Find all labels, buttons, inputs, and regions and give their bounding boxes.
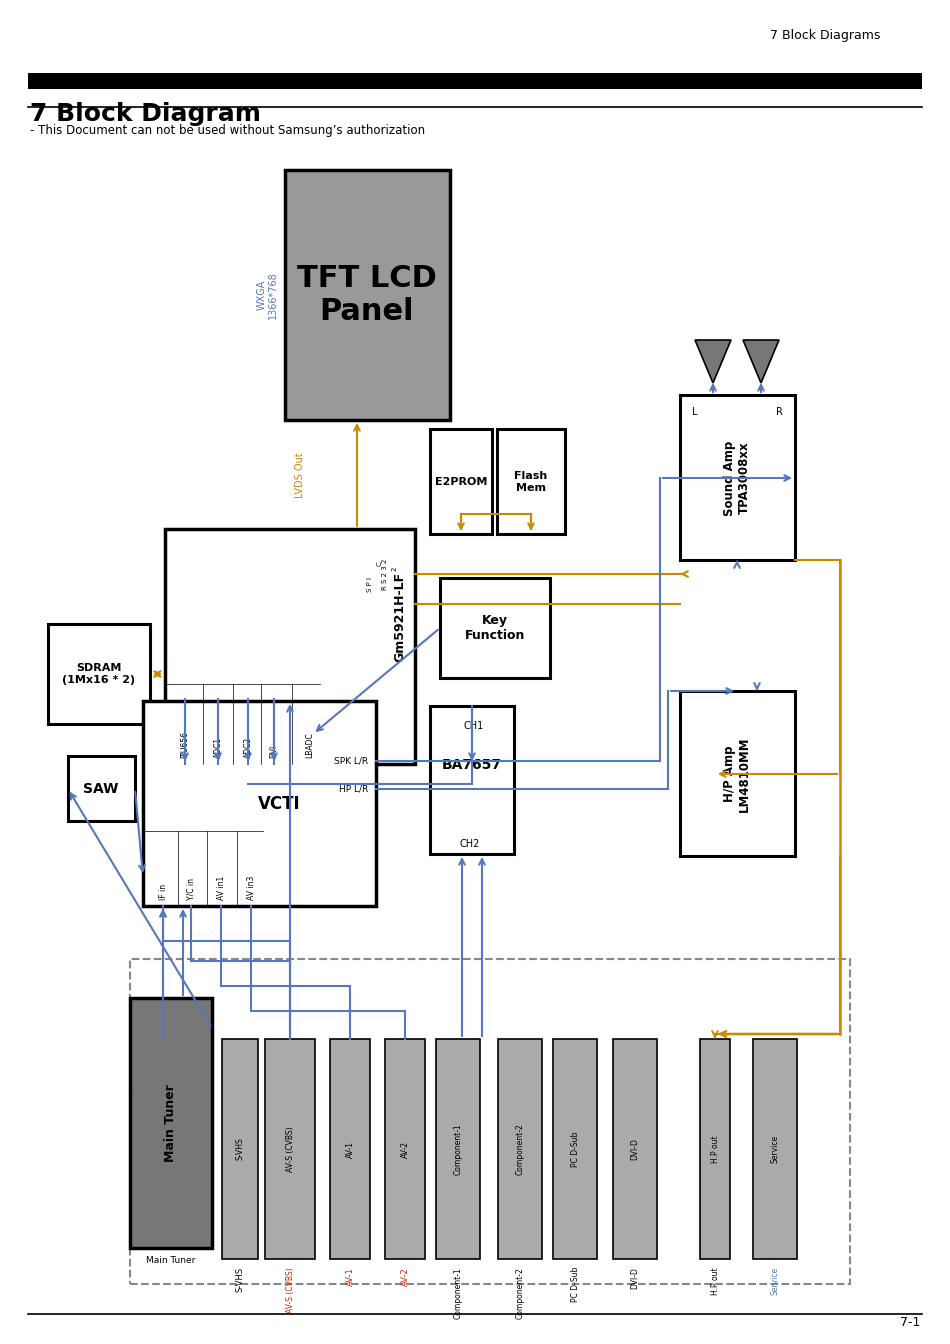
Bar [130, 960, 850, 1284]
Text: H.P out: H.P out [711, 1267, 719, 1294]
Text: VCTI: VCTI [257, 796, 300, 813]
Text: PC D-Sub: PC D-Sub [571, 1267, 579, 1302]
Text: H/P Amp
LM4810MM: H/P Amp LM4810MM [723, 737, 751, 812]
Text: PC D-Sub: PC D-Sub [571, 1132, 579, 1167]
Text: R S 2 3 2: R S 2 3 2 [382, 558, 388, 590]
Polygon shape [695, 340, 731, 383]
Text: BA7657: BA7657 [442, 758, 502, 771]
Text: R: R [776, 407, 783, 417]
Text: CH1: CH1 [464, 720, 484, 731]
Text: Main Tuner: Main Tuner [164, 1085, 178, 1163]
Text: DVI-D: DVI-D [631, 1138, 639, 1160]
Bar [680, 691, 795, 856]
Bar [430, 706, 514, 853]
Bar [680, 395, 795, 560]
Text: Service: Service [770, 1267, 780, 1296]
Text: C: C [377, 562, 383, 566]
Text: L: L [692, 407, 697, 417]
Text: AV-S (CVBS): AV-S (CVBS) [286, 1126, 294, 1172]
Bar [385, 1039, 425, 1259]
Text: LVDS Out: LVDS Out [295, 452, 305, 497]
Text: AV in1: AV in1 [217, 876, 225, 900]
Bar [28, 73, 922, 89]
Text: WXGA
1366*768: WXGA 1366*768 [256, 271, 277, 319]
Text: Service: Service [770, 1134, 780, 1163]
Text: Main Tuner: Main Tuner [146, 1257, 196, 1265]
Text: Gm5921H-LF: Gm5921H-LF [393, 573, 407, 663]
Text: DVI-D: DVI-D [631, 1267, 639, 1289]
Bar [497, 429, 565, 534]
Text: Component-2: Component-2 [516, 1124, 524, 1175]
Bar [285, 169, 450, 419]
Text: 2: 2 [392, 567, 398, 571]
Bar [48, 624, 150, 724]
Bar [130, 999, 212, 1249]
Text: ADC1: ADC1 [214, 737, 222, 758]
Bar [700, 1039, 730, 1259]
Bar [430, 429, 492, 534]
Text: IF in: IF in [159, 884, 167, 900]
Text: Flash
Mem: Flash Mem [514, 472, 547, 493]
Text: ADC2: ADC2 [243, 737, 253, 758]
Text: AV-1: AV-1 [346, 1267, 354, 1286]
Text: Component-2: Component-2 [516, 1267, 524, 1318]
Text: SPK L/R: SPK L/R [333, 757, 368, 766]
Text: Component-1: Component-1 [453, 1267, 463, 1318]
Text: Key
Function: Key Function [465, 614, 525, 642]
Bar [440, 578, 550, 677]
Text: AV-2: AV-2 [401, 1141, 409, 1157]
Text: CH2: CH2 [460, 839, 480, 849]
Bar [553, 1039, 597, 1259]
Bar [613, 1039, 657, 1259]
Bar [143, 702, 376, 906]
Text: - This Document can not be used without Samsung’s authorization: - This Document can not be used without … [30, 124, 426, 137]
Bar [498, 1039, 542, 1259]
Text: Y/C in: Y/C in [186, 878, 196, 900]
Text: HP L/R: HP L/R [339, 785, 368, 793]
Text: Component-1: Component-1 [453, 1124, 463, 1175]
Text: AV-1: AV-1 [346, 1141, 354, 1157]
Text: H.P out: H.P out [711, 1136, 719, 1163]
Text: LBADC: LBADC [306, 732, 314, 758]
Text: AV-2: AV-2 [401, 1267, 409, 1286]
Polygon shape [743, 340, 779, 383]
Text: Sound Amp
TPA3008xx: Sound Amp TPA3008xx [723, 441, 751, 516]
Text: E2PROM: E2PROM [435, 477, 487, 487]
Text: SDRAM
(1Mx16 * 2): SDRAM (1Mx16 * 2) [63, 663, 136, 685]
Text: 7 Block Diagram: 7 Block Diagram [30, 102, 261, 126]
Bar [222, 1039, 258, 1259]
Bar [68, 755, 135, 821]
Text: 7 Block Diagrams: 7 Block Diagrams [770, 30, 880, 42]
Bar [753, 1039, 797, 1259]
Text: S-VHS: S-VHS [236, 1137, 244, 1160]
Text: S P I: S P I [367, 577, 373, 591]
Text: S-VHS: S-VHS [236, 1267, 244, 1292]
Text: AV-S (CVBS): AV-S (CVBS) [286, 1267, 294, 1313]
Text: 7-1: 7-1 [900, 1316, 920, 1329]
Bar [436, 1039, 480, 1259]
Text: DVI: DVI [270, 745, 278, 758]
Text: SAW: SAW [84, 782, 119, 796]
Text: TFT LCD
Panel: TFT LCD Panel [297, 263, 437, 327]
Text: ITU656: ITU656 [180, 731, 189, 758]
Bar [165, 530, 415, 763]
Bar [330, 1039, 370, 1259]
Bar [265, 1039, 315, 1259]
Text: AV in3: AV in3 [248, 876, 256, 900]
